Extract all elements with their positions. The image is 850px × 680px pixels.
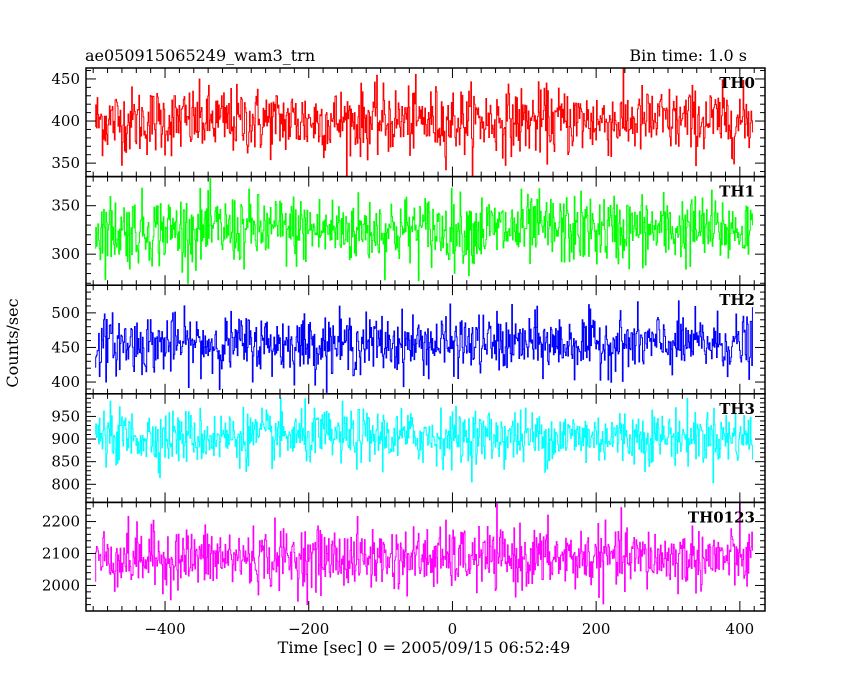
- x-tick-label: 400: [726, 620, 755, 638]
- x-tick-label: −400: [144, 620, 185, 638]
- y-tick-label: 350: [51, 154, 80, 172]
- chart-title: ae050915065249_wam3_trn: [85, 46, 315, 65]
- bin-time-label: Bin time: 1.0 s: [629, 46, 747, 65]
- y-tick-label: 800: [51, 475, 80, 493]
- y-tick-label: 450: [51, 338, 80, 356]
- y-tick-label: 2200: [42, 513, 80, 531]
- x-tick-label: 200: [582, 620, 611, 638]
- y-tick-label: 2000: [42, 576, 80, 594]
- y-tick-label: 2100: [42, 545, 80, 563]
- panel-th1: 300 350 TH1: [51, 175, 766, 286]
- panel-label-th0: TH0: [719, 74, 755, 92]
- panel-frame: [85, 393, 766, 504]
- y-tick-label: 300: [51, 245, 80, 263]
- y-tick-label: 450: [51, 70, 80, 88]
- y-tick-label: 350: [51, 197, 80, 215]
- y-tick-label: 900: [51, 430, 80, 448]
- panel-label-th2: TH2: [719, 291, 755, 309]
- panel-th3: 800 850 900 950 TH3: [51, 393, 766, 504]
- series-line-th2: [94, 300, 754, 393]
- x-tick-label: −200: [288, 620, 329, 638]
- panel-frame: [85, 501, 766, 612]
- y-tick-label: 850: [51, 453, 80, 471]
- panel-label-th1: TH1: [719, 183, 755, 201]
- series-line-th0: [94, 68, 754, 177]
- series-line-th3: [94, 397, 754, 484]
- x-tick-label: 0: [448, 620, 458, 638]
- x-axis-label: Time [sec] 0 = 2005/09/15 06:52:49: [278, 638, 571, 657]
- y-tick-label: 400: [51, 373, 80, 391]
- panel-label-th0123: TH0123: [688, 508, 755, 526]
- panels-group: 350 400 450 TH0 300 350 TH1 400 450 500 TH2 800 850 9…: [42, 67, 766, 638]
- panel-label-th3: TH3: [719, 400, 755, 418]
- y-axis-label: Counts/sec: [3, 298, 22, 387]
- panel-th2: 400 450 500 TH2: [51, 284, 766, 395]
- series-line-th1: [94, 178, 754, 284]
- x-tick-labels: −400 −200 0 200 400: [144, 620, 754, 638]
- y-tick-label: 950: [51, 407, 80, 425]
- y-tick-label: 400: [51, 112, 80, 130]
- series-line-th0123: [94, 502, 754, 605]
- y-tick-label: 500: [51, 304, 80, 322]
- panel-th0: 350 400 450 TH0: [51, 67, 766, 178]
- panel-th0123: 2000 2100 2200 TH0123: [42, 501, 766, 612]
